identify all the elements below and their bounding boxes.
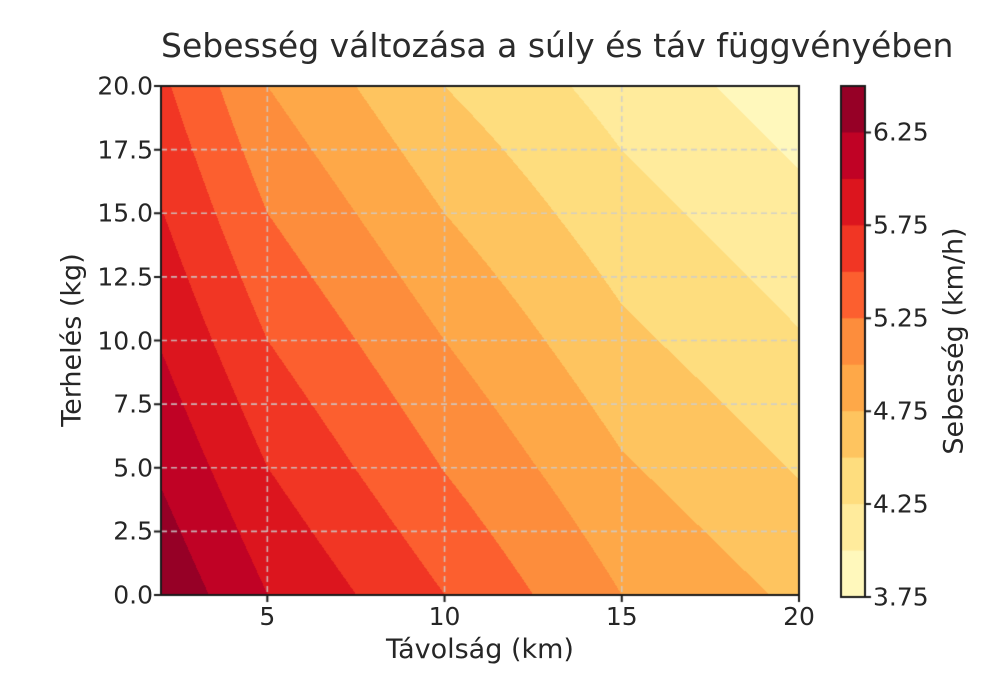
y-tick-label: 2.5 [113,516,153,546]
colorbar-label: Sebesség (km/h) [938,227,970,455]
y-tick-label: 7.5 [113,389,153,419]
y-tick-label: 17.5 [97,135,153,165]
colorbar-tick-label: 4.75 [873,396,929,426]
colorbar-tick-label: 4.25 [873,489,929,519]
x-tick-label: 10 [428,602,461,631]
y-tick-label: 5.0 [113,453,153,483]
colorbar-tick-label: 3.75 [873,582,929,612]
colorbar-tick-label: 5.25 [873,303,929,333]
x-axis-label: Távolság (km) [386,634,574,665]
colorbar-tick-label: 6.25 [873,117,929,147]
colorbar-tick-label: 5.75 [873,210,929,240]
x-tick-label: 20 [783,602,815,631]
x-tick-label: 5 [259,602,276,631]
y-tick-label: 15.0 [97,198,153,228]
y-tick-label: 20.0 [97,71,153,101]
y-tick-label: 10.0 [97,326,153,355]
y-axis-label: Terhelés (kg) [56,253,88,427]
chart-title: Sebesség változása a súly és táv függvén… [161,26,954,65]
x-tick-label: 15 [605,602,638,631]
y-tick-label: 12.5 [97,262,153,292]
y-tick-label: 0.0 [113,580,153,610]
